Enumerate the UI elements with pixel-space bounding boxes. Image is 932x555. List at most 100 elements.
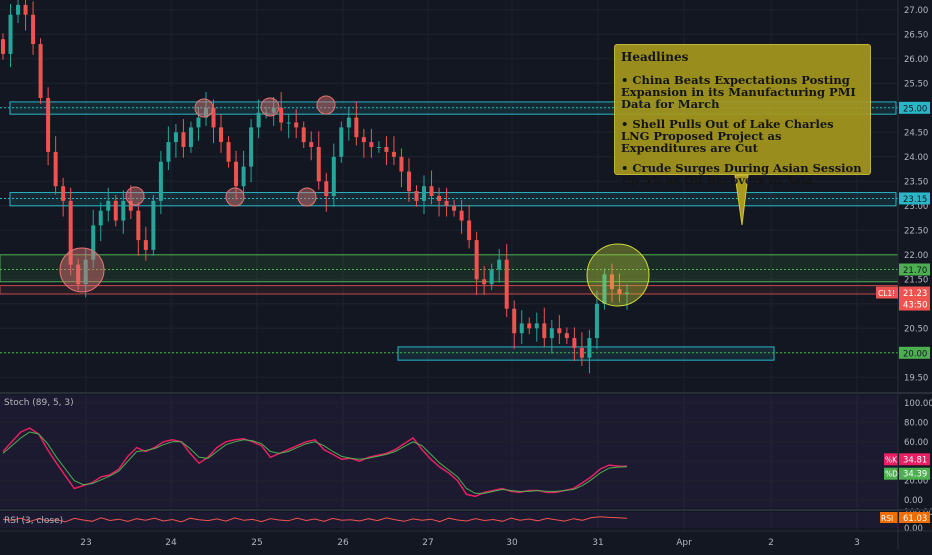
candle-body — [564, 333, 569, 339]
candle-body — [203, 107, 208, 118]
candle-body — [211, 107, 216, 128]
level-price-tag — [899, 263, 930, 276]
stoch-indicator-title[interactable]: Stoch (89, 5, 3) — [4, 398, 74, 408]
price-tick-label: 23.50 — [904, 177, 928, 187]
candle-body — [467, 220, 472, 241]
stoch-value-label: 34.39 — [903, 470, 927, 480]
candle-body — [151, 200, 156, 250]
candle-body — [98, 210, 103, 226]
candle-body — [241, 166, 246, 187]
stochastic-panel[interactable]: 100.0080.0060.0040.0020.000.00%K34.81%D3… — [0, 395, 932, 508]
rsi-tick-label: 0.00 — [904, 524, 923, 534]
price-tick-label: 23.00 — [904, 202, 928, 212]
rsi-indicator-title[interactable]: RSI (3, close) — [4, 516, 63, 526]
candle-body — [31, 14, 36, 45]
candle-body — [113, 200, 118, 221]
candle-body — [429, 186, 434, 196]
stoch-value-label: 34.81 — [903, 455, 927, 465]
time-tick-label: Apr — [676, 538, 692, 548]
level-price-label: 23.15 — [903, 195, 927, 205]
candle-body — [256, 112, 261, 128]
price-band — [0, 285, 899, 295]
candle-body — [53, 151, 58, 187]
stoch-tick-label: 60.00 — [904, 438, 928, 448]
candle-body — [294, 122, 299, 128]
candle-body — [444, 200, 449, 206]
stoch-tick-label: 100.00 — [904, 399, 932, 409]
candle-body — [234, 161, 239, 187]
highlight-circle — [59, 247, 105, 293]
candle-body — [16, 4, 21, 15]
time-tick-label: 23 — [80, 538, 91, 548]
candle-body — [361, 137, 366, 143]
candle-body — [83, 259, 88, 285]
candle-body — [286, 122, 291, 124]
highlight-circle — [316, 95, 336, 115]
symbol-tag — [876, 286, 898, 299]
highlight-circle — [297, 187, 317, 207]
headline-item-1: • China Beats Expectations Posting Expan… — [621, 73, 856, 111]
time-tick-label: 26 — [337, 538, 349, 548]
candle-body — [519, 323, 524, 334]
candle-body — [406, 171, 411, 192]
highlight-circle — [125, 186, 145, 206]
candle-body — [542, 323, 547, 339]
candle-body — [384, 147, 389, 152]
candle-body — [121, 200, 126, 221]
candle-body — [264, 112, 269, 114]
candle-body — [23, 4, 28, 15]
candle-body — [474, 240, 479, 280]
candle-body — [391, 151, 396, 157]
level-price-label: 25.00 — [903, 104, 927, 114]
time-tick-label: 3 — [854, 538, 860, 548]
candle-body — [557, 328, 562, 334]
candle-body — [482, 279, 487, 285]
last-price-label: 21.23 — [903, 289, 927, 299]
last-price-tag — [899, 286, 930, 311]
price-tick-label: 25.50 — [904, 79, 928, 89]
level-price-tag — [899, 346, 930, 359]
candle-body — [173, 132, 178, 143]
rsi-line — [2, 516, 628, 523]
stoch-value-tag — [899, 467, 930, 480]
candle-body — [331, 156, 336, 196]
candle-body — [376, 147, 381, 148]
time-tick-label: 24 — [165, 538, 177, 548]
zone-20-00 — [397, 346, 775, 361]
candle-body — [166, 142, 171, 162]
candle-body — [422, 186, 427, 201]
candle-body — [1, 39, 5, 54]
candle-body — [527, 323, 532, 329]
level-price-label: 21.70 — [903, 266, 927, 276]
stoch-name-label: %K — [885, 455, 898, 464]
candle-body — [76, 264, 81, 285]
candle-body — [38, 44, 43, 98]
headlines-callout[interactable]: Headlines • China Beats Expectations Pos… — [614, 44, 871, 186]
stoch-name-label: %D — [885, 470, 898, 479]
candle-body — [354, 117, 359, 138]
candlestick-series[interactable] — [1, 0, 629, 374]
candle-body — [316, 147, 321, 182]
candle-body — [602, 274, 607, 304]
highlight-circle — [225, 187, 245, 207]
price-tick-label: 27.00 — [904, 6, 928, 16]
time-tick-label: 2 — [768, 538, 774, 548]
stoch-name-tag — [884, 467, 898, 480]
time-axis[interactable]: 23 24 25 26 27 30 31 Apr 2 3 — [80, 538, 860, 548]
price-tick-label: 24.50 — [904, 128, 928, 138]
candle-body — [346, 117, 351, 128]
candle-body — [68, 200, 73, 265]
rsi-name-tag — [880, 512, 898, 523]
candle-body — [61, 186, 66, 201]
candle-body — [504, 259, 509, 309]
candle-body — [579, 347, 584, 358]
price-tick-label: 21.50 — [904, 275, 928, 285]
headline-item-3: • Crude Surges During Asian Session Up 5… — [621, 161, 862, 187]
stoch-value-tag — [899, 453, 930, 466]
price-tick-label: 19.50 — [904, 373, 928, 383]
price-tick-label: 26.50 — [904, 30, 928, 40]
highlight-circles — [59, 95, 749, 307]
